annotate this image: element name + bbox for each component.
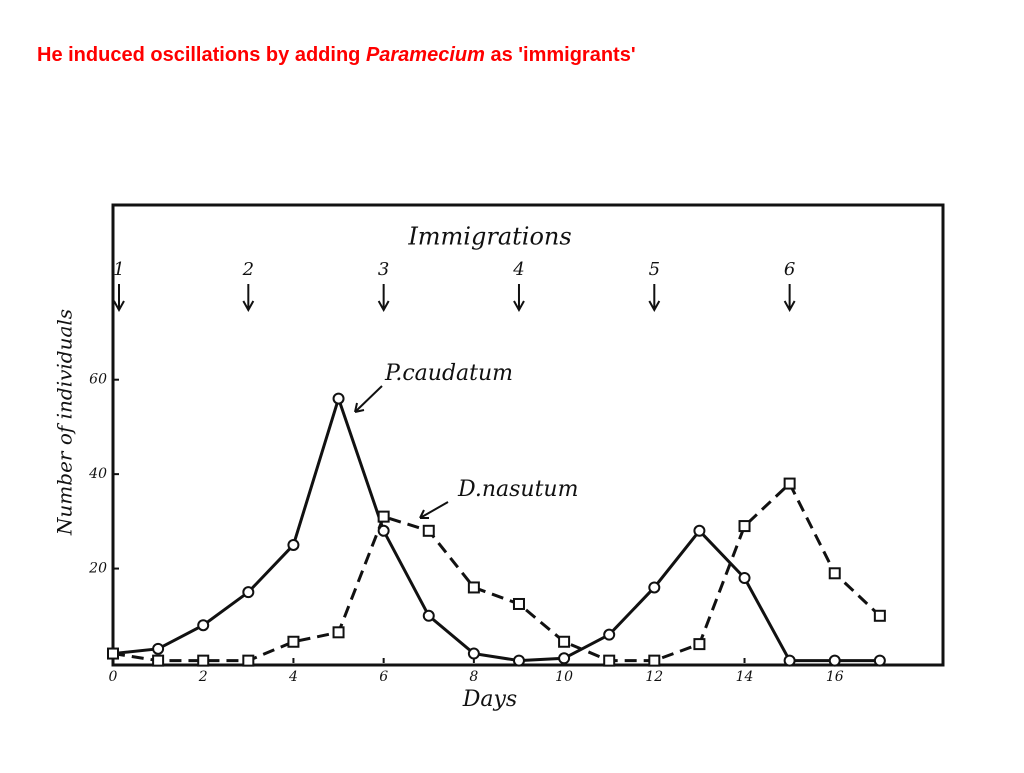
marker [197, 619, 210, 632]
marker [783, 477, 796, 490]
immigration-label: 5 [649, 259, 660, 280]
x-tick-label: 8 [469, 669, 478, 685]
marker [873, 609, 886, 622]
marker [603, 628, 616, 641]
marker [783, 654, 796, 667]
marker [738, 520, 751, 533]
immigration-arrow [113, 284, 125, 313]
marker [242, 654, 255, 667]
marker [152, 642, 165, 655]
x-axis-label: Days [462, 687, 517, 712]
x-tick-label: 10 [555, 669, 573, 685]
x-tick-label: 16 [826, 669, 844, 685]
marker [377, 510, 390, 523]
marker [152, 654, 165, 667]
x-tick-label: 12 [645, 669, 663, 685]
marker [648, 581, 661, 594]
marker [828, 567, 841, 580]
plot-frame [111, 203, 945, 667]
x-tick-label: 14 [736, 669, 754, 685]
series-line [112, 393, 880, 663]
x-tick-label: 4 [288, 669, 298, 685]
immigration-arrow [377, 284, 390, 313]
x-tick-label: 2 [198, 669, 208, 685]
immigration-label: 2 [242, 259, 254, 280]
title-part: He induced oscillations by adding [37, 44, 366, 66]
immigration-label: 3 [378, 259, 389, 280]
marker [197, 654, 210, 667]
y-tick-label: 20 [88, 561, 107, 577]
x-tick-label: 0 [109, 669, 118, 685]
marker [287, 635, 300, 648]
immigration-label: 4 [512, 259, 524, 280]
marker [242, 586, 255, 599]
immigration-label: 1 [113, 259, 124, 280]
title-part: as 'immigrants' [485, 44, 636, 66]
marker [558, 635, 571, 648]
immigration-arrow [783, 284, 796, 313]
marker [648, 654, 661, 667]
marker [828, 654, 841, 667]
marker [738, 572, 751, 585]
y-tick-label: 40 [88, 466, 107, 482]
immigration-arrow [513, 284, 525, 313]
immigration-label: 6 [784, 259, 795, 280]
immigrations-title: Immigrations [407, 223, 571, 251]
series-label: P.caudatum [384, 361, 513, 386]
marker [693, 638, 706, 651]
slide-title: He induced oscillations by adding Parame… [37, 44, 636, 66]
y-axis-label: Number of individuals [53, 309, 77, 536]
series-line [112, 481, 881, 663]
marker [107, 647, 119, 660]
immigration-arrow [242, 284, 255, 313]
marker [603, 654, 616, 667]
marker [558, 652, 571, 665]
label-arrow [354, 385, 383, 413]
marker [693, 524, 706, 537]
marker [332, 392, 345, 405]
marker [873, 654, 886, 667]
series-label: D.nasutum [457, 477, 578, 502]
y-tick-label: 60 [89, 372, 107, 388]
marker [512, 654, 525, 667]
marker [467, 581, 480, 594]
label-arrow [419, 501, 449, 519]
marker [422, 524, 435, 537]
marker [332, 626, 345, 639]
immigration-arrow [648, 284, 661, 313]
x-tick-label: 6 [379, 669, 388, 685]
marker [467, 647, 480, 660]
marker [512, 597, 525, 610]
marker [287, 538, 300, 551]
title-part: Paramecium [366, 44, 485, 66]
marker [377, 524, 390, 537]
marker [422, 609, 435, 622]
